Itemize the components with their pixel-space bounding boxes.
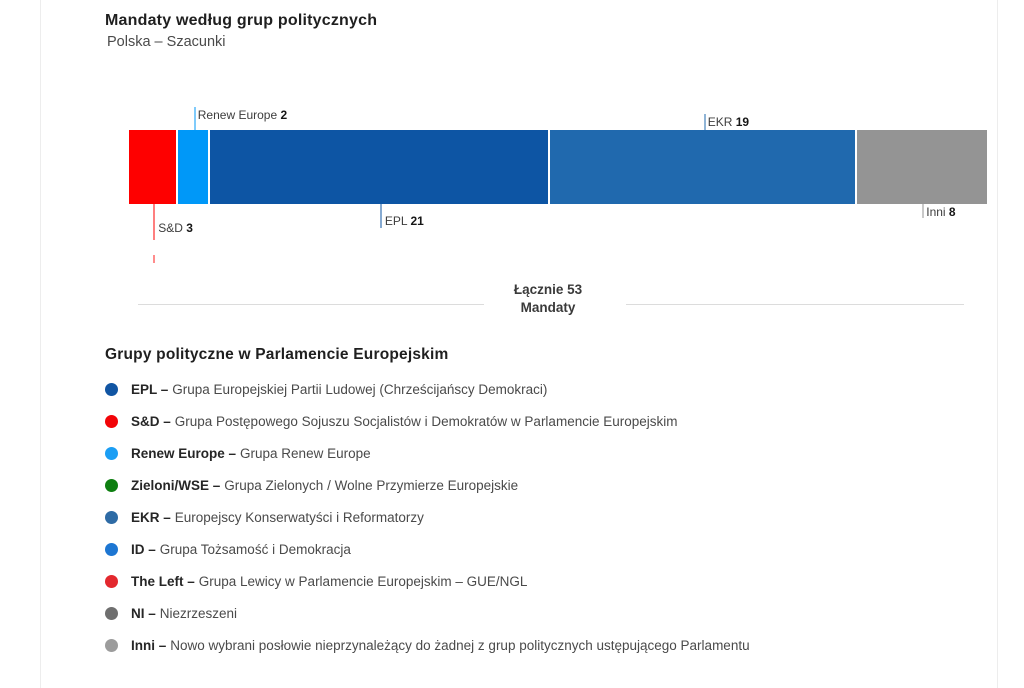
seats-stacked-bar-chart: Łącznie 53 Mandaty S&D 3 Renew Europe 2 EP… bbox=[41, 0, 1024, 340]
legend-item-label: ID – Grupa Tożsamość i Demokracja bbox=[131, 541, 351, 557]
legend-item-epl: EPL – Grupa Europejskiej Partii Ludowej (… bbox=[105, 373, 1005, 405]
legend-dot-zieloni-wse bbox=[105, 478, 118, 492]
political-groups-legend: Grupy polityczne w Parlamencie Europejsk… bbox=[105, 346, 1005, 661]
legend-item-s-d: S&D – Grupa Postępowego Sojuszu Socjalist… bbox=[105, 405, 1005, 437]
callout-line-renew-europe bbox=[193, 107, 196, 130]
legend-item-label: NI – Niezrzeszeni bbox=[131, 605, 238, 621]
legend-item-label: Zieloni/WSE – Grupa Zielonych / Wolne Prz… bbox=[131, 477, 519, 493]
bar-segment-ekr[interactable] bbox=[549, 130, 856, 204]
bar-segment-inni[interactable] bbox=[857, 130, 987, 204]
legend-item-label: EPL – Grupa Europejskiej Partii Ludowej (… bbox=[131, 381, 548, 397]
legend-title: Grupy polityczne w Parlamencie Europejsk… bbox=[105, 346, 449, 363]
page-subtitle: Polska – Szacunki bbox=[107, 34, 226, 50]
legend-item-inni: Inni – Nowo wybrani posłowie nieprzynależ… bbox=[105, 629, 1005, 661]
legend-item-ekr: EKR – Europejscy Konserwatyści i Reformat… bbox=[105, 501, 1005, 533]
bar-label-renew-europe: Renew Europe 2 bbox=[197, 108, 288, 122]
callout-line-epl bbox=[379, 204, 382, 228]
legend-item-label: Renew Europe – Grupa Renew Europe bbox=[131, 445, 371, 461]
bar-segment-renew-europe[interactable] bbox=[177, 130, 208, 204]
bar-label-s-d: S&D 3 bbox=[158, 221, 193, 235]
legend-dot-epl bbox=[105, 382, 118, 396]
callout-line-s-d bbox=[153, 204, 156, 240]
callout-tick bbox=[153, 255, 156, 263]
legend-item-label: The Left – Grupa Lewicy w Parlamencie Eur… bbox=[131, 573, 528, 589]
total-seats-count: Łącznie 53 bbox=[513, 282, 583, 297]
chart-header: Mandaty według grup politycznych Polska … bbox=[105, 12, 377, 50]
legend-dot-s-d bbox=[105, 414, 118, 428]
bar-segment-epl[interactable] bbox=[209, 130, 548, 204]
legend-dot-ekr bbox=[105, 510, 118, 524]
legend-rows: EPL – Grupa Europejskiej Partii Ludowej (… bbox=[105, 373, 1005, 661]
bar-segment-s-d[interactable] bbox=[129, 130, 176, 204]
legend-item-the-left: The Left – Grupa Lewicy w Parlamencie Eur… bbox=[105, 565, 1005, 597]
total-divider-right bbox=[626, 304, 964, 305]
legend-item-ni: NI – Niezrzeszeni bbox=[105, 597, 1005, 629]
bar-label-inni: Inni 8 bbox=[926, 205, 956, 219]
page-title: Mandaty według grup politycznych bbox=[105, 12, 378, 29]
legend-item-renew-europe: Renew Europe – Grupa Renew Europe bbox=[105, 437, 1005, 469]
bar-track bbox=[129, 130, 987, 204]
callout-line-inni bbox=[922, 204, 925, 218]
legend-dot-the-left bbox=[105, 574, 118, 588]
legend-item-label: Inni – Nowo wybrani posłowie nieprzynależ… bbox=[131, 637, 750, 653]
callout-line-ekr bbox=[703, 114, 706, 130]
legend-item-label: S&D – Grupa Postępowego Sojuszu Socjalist… bbox=[131, 413, 678, 429]
chart-card: Mandaty według grup politycznych Polska … bbox=[40, 0, 998, 688]
total-seats-caption: Mandaty bbox=[520, 300, 576, 315]
bar-label-epl: EPL 21 bbox=[384, 214, 424, 228]
legend-item-id: ID – Grupa Tożsamość i Demokracja bbox=[105, 533, 1005, 565]
total-divider-left bbox=[138, 304, 484, 305]
legend-dot-id bbox=[105, 542, 118, 556]
total-seats: Łącznie 53 Mandaty bbox=[468, 281, 628, 317]
legend-dot-renew-europe bbox=[105, 446, 118, 460]
legend-item-zieloni-wse: Zieloni/WSE – Grupa Zielonych / Wolne Prz… bbox=[105, 469, 1005, 501]
bar-label-ekr: EKR 19 bbox=[707, 115, 750, 129]
legend-dot-inni bbox=[105, 638, 118, 652]
legend-item-label: EKR – Europejscy Konserwatyści i Reformat… bbox=[131, 509, 424, 525]
legend-dot-ni bbox=[105, 606, 118, 620]
